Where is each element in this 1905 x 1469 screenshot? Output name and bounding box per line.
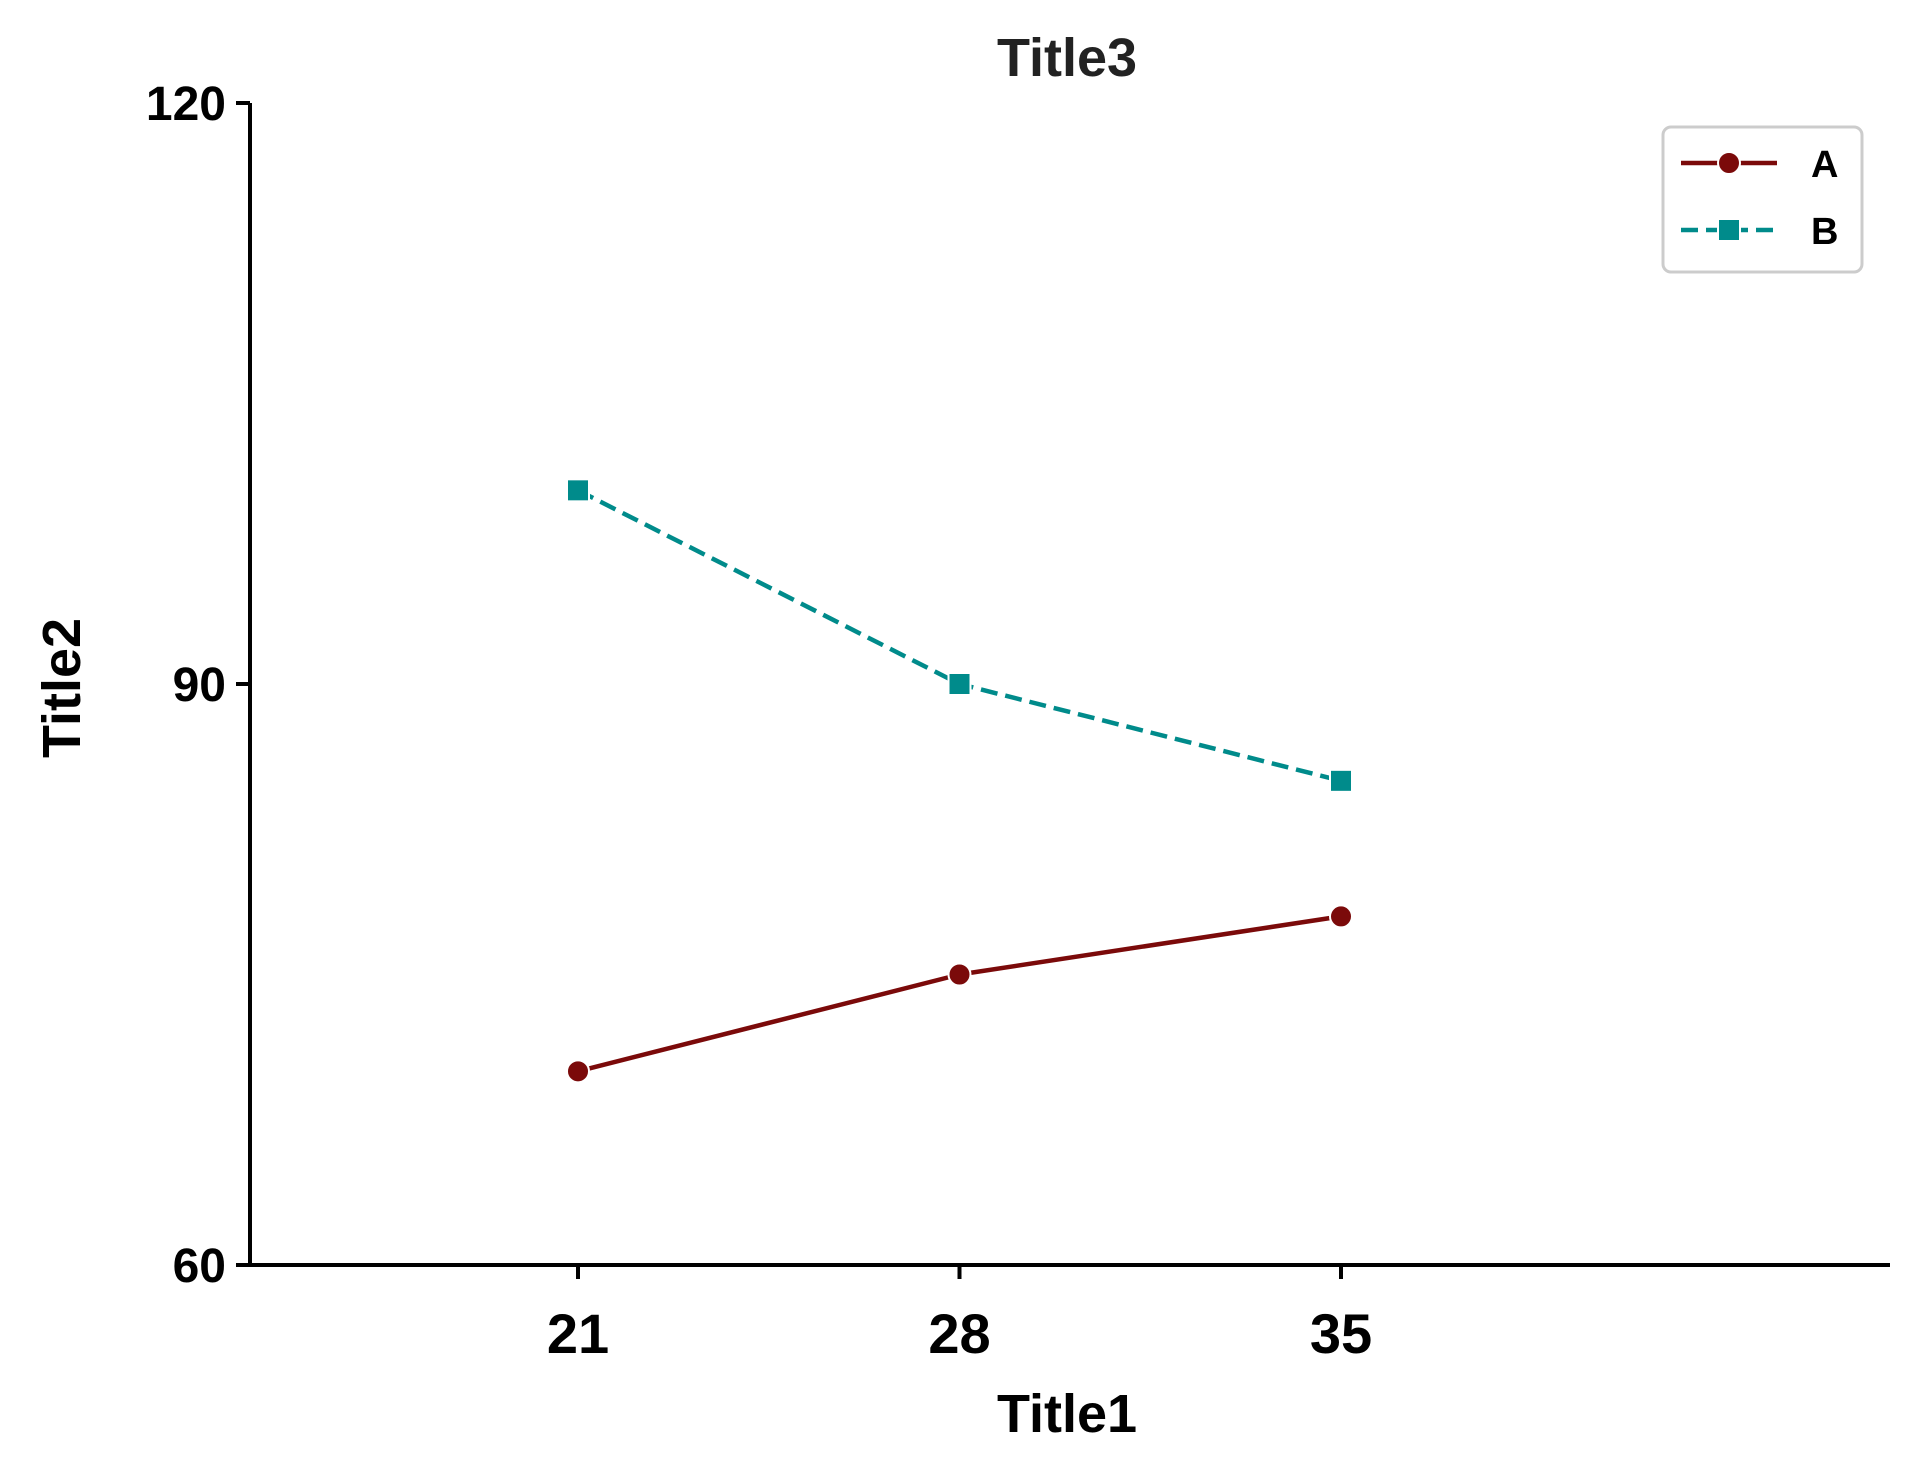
series-b-line: [576, 488, 1342, 784]
series-a-line: [577, 914, 1342, 1074]
legend: AB: [1661, 125, 1864, 274]
series-a-point: [947, 962, 972, 987]
x-tick-label: 21: [547, 1302, 609, 1365]
plot-area: 60 90 120 21 28 35: [146, 78, 1890, 1365]
legend-label-b: B: [1811, 211, 1838, 253]
legend-marker-a: [1717, 151, 1741, 175]
y-tick-label: 90: [173, 659, 226, 712]
series-a-point: [1329, 904, 1353, 929]
x-axis-label: Title1: [997, 1384, 1137, 1444]
chart-title: Title3: [997, 28, 1137, 88]
series-b-point: [1329, 768, 1353, 793]
legend-marker-b: [1717, 218, 1741, 242]
y-tick-label: 60: [173, 1240, 226, 1293]
x-tick-label: 35: [1310, 1302, 1372, 1365]
series-b-point: [947, 672, 972, 696]
series-b-point: [566, 478, 590, 503]
y-tick-label: 120: [146, 78, 226, 131]
series-a-point: [566, 1059, 590, 1084]
x-tick-label: 28: [928, 1302, 990, 1365]
legend-label-a: A: [1811, 144, 1838, 186]
y-axis-label: Title2: [32, 618, 92, 758]
